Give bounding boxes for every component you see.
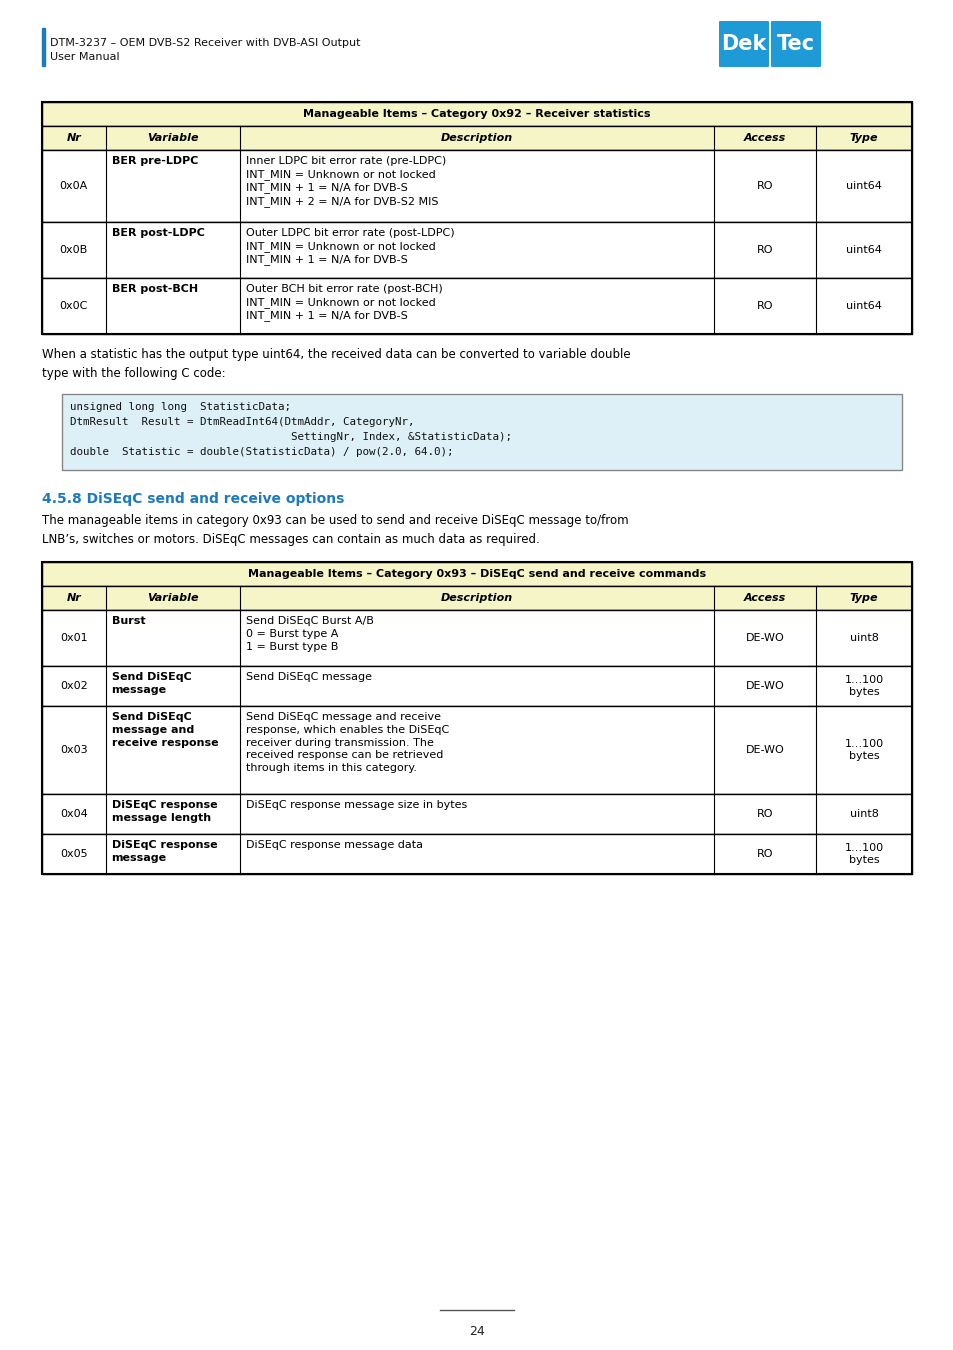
Text: 1…100
bytes: 1…100 bytes [843,738,882,761]
Text: When a statistic has the output type uint64, the received data can be converted : When a statistic has the output type uin… [42,348,630,379]
Text: double  Statistic = double(StatisticData) / pow(2.0, 64.0);: double Statistic = double(StatisticData)… [70,447,453,458]
Bar [62,394,901,470]
Text: Send DiSEqC
message: Send DiSEqC message [112,672,191,695]
Text: DTM-3237 – OEM DVB-S2 Receiver with DVB-ASI Output: DTM-3237 – OEM DVB-S2 Receiver with DVB-… [50,38,360,49]
Text: DiSEqC response
message: DiSEqC response message [112,840,217,863]
Text: uint64: uint64 [845,181,882,190]
Bar [42,126,911,150]
Bar [42,150,911,221]
Text: User Manual: User Manual [50,53,119,62]
Text: Access: Access [743,134,785,143]
Text: DtmResult  Result = DtmReadInt64(DtmAddr, CategoryNr,: DtmResult Result = DtmReadInt64(DtmAddr,… [70,417,414,427]
Text: 0x02: 0x02 [60,680,88,691]
Text: DiSEqC response message data: DiSEqC response message data [246,840,423,850]
Bar [42,103,911,333]
Text: Tec: Tec [776,34,814,54]
Bar [42,666,911,706]
Bar [42,278,911,333]
Text: Send DiSEqC Burst A/B
0 = Burst type A
1 = Burst type B: Send DiSEqC Burst A/B 0 = Burst type A 1… [246,616,374,652]
Text: DiSEqC response message size in bytes: DiSEqC response message size in bytes [246,801,467,810]
Text: Nr: Nr [67,134,81,143]
Text: Variable: Variable [147,134,198,143]
Bar [42,562,911,586]
Text: BER pre-LDPC: BER pre-LDPC [112,157,197,166]
Text: uint64: uint64 [845,301,882,310]
Text: RO: RO [756,809,773,819]
Bar [42,562,911,873]
Text: 0x0B: 0x0B [60,244,88,255]
FancyBboxPatch shape [719,22,768,68]
Text: uint8: uint8 [849,633,878,643]
Text: Manageable Items – Category 0x92 – Receiver statistics: Manageable Items – Category 0x92 – Recei… [303,109,650,119]
Text: Variable: Variable [147,593,198,603]
Text: Manageable Items – Category 0x93 – DiSEqC send and receive commands: Manageable Items – Category 0x93 – DiSEq… [248,568,705,579]
FancyBboxPatch shape [770,22,821,68]
Text: Outer LDPC bit error rate (post-LDPC)
INT_MIN = Unknown or not locked
INT_MIN + : Outer LDPC bit error rate (post-LDPC) IN… [246,228,455,266]
Text: 0x03: 0x03 [60,745,88,755]
Bar [42,221,911,278]
Text: 0x05: 0x05 [60,849,88,859]
Text: Inner LDPC bit error rate (pre-LDPC)
INT_MIN = Unknown or not locked
INT_MIN + 1: Inner LDPC bit error rate (pre-LDPC) INT… [246,157,446,207]
Text: 0x0C: 0x0C [59,301,88,310]
Bar [42,103,911,126]
Text: Access: Access [743,593,785,603]
Bar [42,706,911,794]
Text: RO: RO [756,244,773,255]
Text: Nr: Nr [67,593,81,603]
Text: Type: Type [849,593,878,603]
Text: Burst: Burst [112,616,145,626]
Text: RO: RO [756,301,773,310]
Text: 1…100
bytes: 1…100 bytes [843,842,882,865]
Text: DE-WO: DE-WO [745,745,783,755]
Text: Send DiSEqC
message and
receive response: Send DiSEqC message and receive response [112,711,218,748]
Text: SettingNr, Index, &StatisticData);: SettingNr, Index, &StatisticData); [70,432,512,441]
Text: unsigned long long  StatisticData;: unsigned long long StatisticData; [70,402,291,412]
Text: Outer BCH bit error rate (post-BCH)
INT_MIN = Unknown or not locked
INT_MIN + 1 : Outer BCH bit error rate (post-BCH) INT_… [246,284,442,321]
Text: Type: Type [849,134,878,143]
Bar [42,834,911,873]
Text: DiSEqC response
message length: DiSEqC response message length [112,801,217,822]
Text: DE-WO: DE-WO [745,633,783,643]
Text: RO: RO [756,849,773,859]
Text: 0x01: 0x01 [60,633,88,643]
Bar [42,794,911,834]
Text: Description: Description [440,593,513,603]
Text: BER post-LDPC: BER post-LDPC [112,228,204,238]
Bar [42,586,911,610]
Text: Description: Description [440,134,513,143]
Text: The manageable items in category 0x93 can be used to send and receive DiSEqC mes: The manageable items in category 0x93 ca… [42,514,628,545]
Text: Dek: Dek [720,34,766,54]
Bar [42,28,45,66]
Text: 0x04: 0x04 [60,809,88,819]
Text: BER post-BCH: BER post-BCH [112,284,197,294]
Text: Send DiSEqC message and receive
response, which enables the DiSEqC
receiver duri: Send DiSEqC message and receive response… [246,711,449,774]
Text: 1…100
bytes: 1…100 bytes [843,675,882,698]
Text: DE-WO: DE-WO [745,680,783,691]
Bar [42,610,911,666]
Text: uint64: uint64 [845,244,882,255]
Text: 4.5.8 DiSEqC send and receive options: 4.5.8 DiSEqC send and receive options [42,491,344,506]
Text: uint8: uint8 [849,809,878,819]
Text: RO: RO [756,181,773,190]
Text: Send DiSEqC message: Send DiSEqC message [246,672,372,682]
Text: 0x0A: 0x0A [60,181,88,190]
Text: 24: 24 [469,1324,484,1338]
